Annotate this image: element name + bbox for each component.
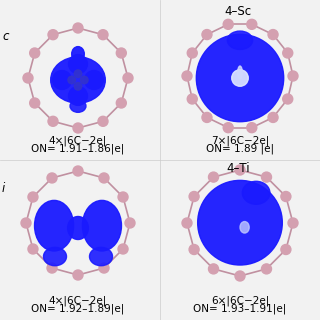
Circle shape: [268, 29, 278, 40]
Circle shape: [98, 30, 108, 40]
Circle shape: [281, 191, 291, 202]
Circle shape: [261, 172, 271, 182]
Text: ON= 1.92–1.89|e|: ON= 1.92–1.89|e|: [31, 303, 125, 314]
Ellipse shape: [51, 57, 105, 103]
Ellipse shape: [52, 70, 71, 90]
Circle shape: [98, 116, 108, 126]
Circle shape: [198, 180, 282, 265]
Circle shape: [73, 123, 83, 133]
Circle shape: [283, 94, 293, 104]
Circle shape: [116, 48, 126, 58]
Circle shape: [73, 270, 83, 280]
Circle shape: [247, 19, 257, 29]
Circle shape: [268, 112, 278, 123]
Circle shape: [281, 244, 291, 254]
Circle shape: [288, 71, 298, 81]
Ellipse shape: [44, 247, 67, 266]
Circle shape: [232, 70, 248, 86]
Circle shape: [30, 48, 40, 58]
Circle shape: [223, 19, 233, 29]
Circle shape: [247, 123, 257, 133]
Ellipse shape: [238, 66, 242, 79]
Ellipse shape: [68, 217, 88, 239]
Text: ON= 1.91–1.86|e|: ON= 1.91–1.86|e|: [31, 143, 125, 154]
Text: c: c: [2, 30, 9, 43]
Circle shape: [187, 48, 197, 58]
Text: 6×|6C−2e|: 6×|6C−2e|: [211, 295, 269, 306]
Ellipse shape: [84, 70, 103, 90]
Circle shape: [123, 73, 133, 83]
Ellipse shape: [68, 86, 87, 105]
Circle shape: [223, 123, 233, 133]
Circle shape: [73, 166, 83, 176]
Circle shape: [118, 244, 128, 254]
Ellipse shape: [74, 83, 82, 90]
Text: 4×|6C−2e|: 4×|6C−2e|: [49, 135, 107, 146]
Circle shape: [189, 191, 199, 202]
Text: 4–Ti: 4–Ti: [226, 162, 250, 175]
Ellipse shape: [74, 70, 82, 77]
Ellipse shape: [82, 200, 122, 251]
Text: i: i: [2, 182, 5, 195]
Circle shape: [235, 271, 245, 281]
Ellipse shape: [240, 221, 249, 233]
Ellipse shape: [68, 76, 76, 84]
Ellipse shape: [242, 181, 270, 204]
Circle shape: [283, 48, 293, 58]
Circle shape: [47, 173, 57, 183]
Circle shape: [189, 244, 199, 254]
Text: ON= 1.89 |e|: ON= 1.89 |e|: [206, 143, 274, 154]
Ellipse shape: [90, 247, 113, 266]
Circle shape: [288, 218, 298, 228]
Circle shape: [202, 112, 212, 123]
Text: 4–Sc: 4–Sc: [224, 5, 252, 18]
Circle shape: [261, 264, 271, 274]
Circle shape: [182, 218, 192, 228]
Circle shape: [99, 263, 109, 273]
Circle shape: [48, 30, 58, 40]
Circle shape: [21, 218, 31, 228]
Circle shape: [187, 94, 197, 104]
Circle shape: [47, 263, 57, 273]
Circle shape: [28, 244, 38, 254]
Circle shape: [196, 34, 284, 122]
Circle shape: [209, 172, 219, 182]
Circle shape: [30, 98, 40, 108]
Circle shape: [118, 192, 128, 202]
Circle shape: [182, 71, 192, 81]
Text: 4×|6C−2e|: 4×|6C−2e|: [49, 295, 107, 306]
Circle shape: [23, 73, 33, 83]
Circle shape: [73, 23, 83, 33]
Ellipse shape: [81, 76, 88, 84]
Circle shape: [28, 192, 38, 202]
Circle shape: [48, 116, 58, 126]
Ellipse shape: [35, 200, 74, 251]
Ellipse shape: [227, 31, 253, 50]
Circle shape: [116, 98, 126, 108]
Circle shape: [209, 264, 219, 274]
Text: ON= 1.93–1.91|e|: ON= 1.93–1.91|e|: [193, 303, 287, 314]
Ellipse shape: [70, 100, 86, 112]
Circle shape: [202, 29, 212, 40]
Text: 7×|6C−2e|: 7×|6C−2e|: [211, 135, 269, 146]
Circle shape: [125, 218, 135, 228]
Ellipse shape: [68, 55, 87, 74]
Ellipse shape: [72, 47, 84, 61]
Circle shape: [235, 165, 245, 175]
Circle shape: [99, 173, 109, 183]
